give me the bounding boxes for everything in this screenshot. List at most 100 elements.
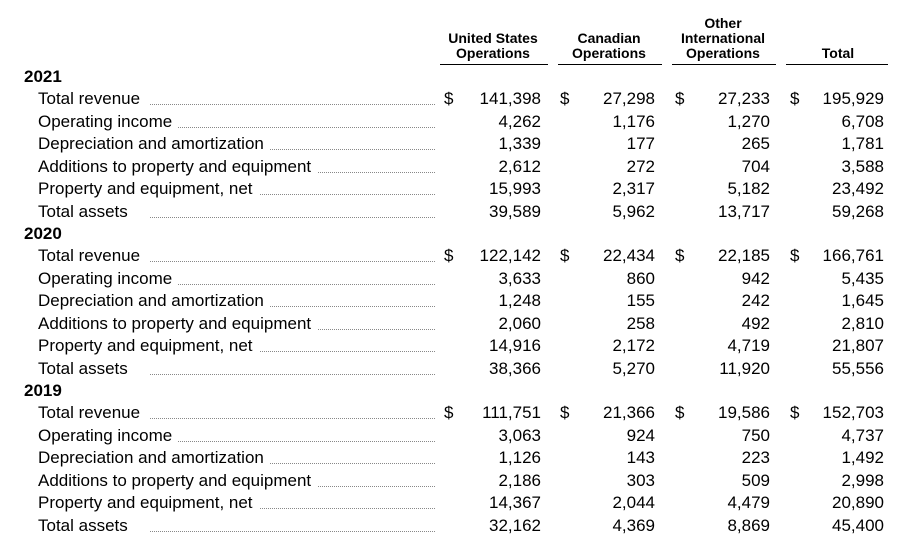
cell-value: 2,186 — [498, 471, 541, 490]
currency-symbol: $ — [790, 89, 800, 108]
column-header-line: International — [680, 30, 765, 46]
dot-leader — [150, 531, 435, 532]
table-row: Operating income 3,063 924 750 4,737 — [0, 426, 916, 448]
table-row: Total assets 39,589 5,962 13,717 59,268 — [0, 202, 916, 224]
cell-value: 59,268 — [832, 202, 884, 221]
table-row: Total revenue $122,142 $22,434 $22,185 $166,… — [0, 246, 916, 268]
row-label: Additions to property and equipment — [38, 157, 318, 177]
column-header-line: Operations — [686, 45, 760, 61]
row-label: Operating income — [38, 112, 179, 132]
cell-value: 2,044 — [612, 493, 655, 512]
cell-value: 860 — [626, 269, 655, 288]
cell-value: 4,737 — [841, 426, 884, 445]
currency-symbol: $ — [444, 403, 454, 422]
cell-value: 45,400 — [832, 516, 884, 535]
dot-leader — [150, 374, 435, 375]
cell-value: 2,612 — [498, 157, 541, 176]
cell-value: 242 — [741, 291, 770, 310]
row-label: Additions to property and equipment — [38, 314, 318, 334]
cell-value: 2,172 — [612, 336, 655, 355]
cell-value: 143 — [626, 448, 655, 467]
table-row: Total assets 32,162 4,369 8,869 45,400 — [0, 516, 916, 538]
table-row: Additions to property and equipment 2,612… — [0, 157, 916, 179]
cell-value: 111,751 — [482, 403, 541, 422]
cell-value: 5,435 — [841, 269, 884, 288]
table-row: Total revenue $141,398 $27,298 $27,233 $195,… — [0, 89, 916, 111]
row-label: Property and equipment, net — [38, 336, 259, 356]
cell-value: 942 — [741, 269, 770, 288]
dot-leader — [150, 351, 435, 352]
row-label: Total assets — [38, 516, 134, 536]
dot-leader — [150, 194, 435, 195]
cell-value: 2,060 — [498, 314, 541, 333]
cell-value: 39,589 — [489, 202, 541, 221]
currency-symbol: $ — [790, 246, 800, 265]
cell-value: 3,588 — [841, 157, 884, 176]
cell-value: 15,993 — [489, 179, 541, 198]
row-label: Depreciation and amortization — [38, 291, 270, 311]
currency-symbol: $ — [560, 403, 570, 422]
row-label: Depreciation and amortization — [38, 134, 270, 154]
cell-value: 141,398 — [479, 89, 541, 108]
column-header-line: Other — [704, 15, 742, 31]
row-label: Total revenue — [38, 89, 147, 109]
cell-value: 924 — [626, 426, 655, 445]
column-header-underline — [672, 64, 776, 65]
cell-value: 2,317 — [612, 179, 655, 198]
table-row: Property and equipment, net 14,367 2,044 4,… — [0, 493, 916, 515]
column-header-underline — [440, 64, 548, 65]
cell-value: 21,807 — [832, 336, 884, 355]
row-label: Total assets — [38, 359, 134, 379]
dot-leader — [150, 127, 435, 128]
cell-value: 155 — [626, 291, 655, 310]
cell-value: 2,998 — [841, 471, 884, 490]
column-header-underline — [786, 64, 888, 65]
currency-symbol: $ — [560, 246, 570, 265]
row-label: Additions to property and equipment — [38, 471, 318, 491]
table-row: Depreciation and amortization 1,248 155 242… — [0, 291, 916, 313]
cell-value: 223 — [741, 448, 770, 467]
cell-value: 3,633 — [498, 269, 541, 288]
cell-value: 20,890 — [832, 493, 884, 512]
row-label: Property and equipment, net — [38, 493, 259, 513]
column-header-line: Operations — [572, 45, 646, 61]
section-year: 2020 — [24, 224, 62, 243]
cell-value: 704 — [741, 157, 770, 176]
cell-value: 272 — [626, 157, 655, 176]
cell-value: 22,434 — [603, 246, 655, 265]
table-row: Additions to property and equipment 2,060… — [0, 314, 916, 336]
cell-value: 166,761 — [822, 246, 884, 265]
row-label: Operating income — [38, 269, 179, 289]
row-label: Total assets — [38, 202, 134, 222]
cell-value: 14,916 — [489, 336, 541, 355]
cell-value: 265 — [741, 134, 770, 153]
table-row: Operating income 3,633 860 942 5,435 — [0, 269, 916, 291]
cell-value: 27,298 — [603, 89, 655, 108]
row-label: Depreciation and amortization — [38, 448, 270, 468]
cell-value: 19,586 — [718, 403, 770, 422]
table-row: Depreciation and amortization 1,339 177 265… — [0, 134, 916, 156]
cell-value: 4,479 — [727, 493, 770, 512]
cell-value: 55,556 — [832, 359, 884, 378]
cell-value: 303 — [626, 471, 655, 490]
cell-value: 509 — [741, 471, 770, 490]
cell-value: 1,126 — [498, 448, 541, 467]
dot-leader — [150, 217, 435, 218]
cell-value: 4,262 — [498, 112, 541, 131]
cell-value: 4,369 — [612, 516, 655, 535]
cell-value: 750 — [741, 426, 770, 445]
cell-value: 492 — [741, 314, 770, 333]
row-label: Total revenue — [38, 403, 147, 423]
section-year: 2019 — [24, 381, 62, 400]
cell-value: 152,703 — [822, 403, 884, 422]
cell-value: 177 — [626, 134, 655, 153]
column-header-line: Total — [821, 45, 855, 61]
table-row: Operating income 4,262 1,176 1,270 6,708 — [0, 112, 916, 134]
column-header-underline — [558, 64, 662, 65]
cell-value: 6,708 — [841, 112, 884, 131]
cell-value: 1,492 — [841, 448, 884, 467]
currency-symbol: $ — [790, 403, 800, 422]
cell-value: 2,810 — [841, 314, 884, 333]
row-label: Property and equipment, net — [38, 179, 259, 199]
cell-value: 1,645 — [841, 291, 884, 310]
